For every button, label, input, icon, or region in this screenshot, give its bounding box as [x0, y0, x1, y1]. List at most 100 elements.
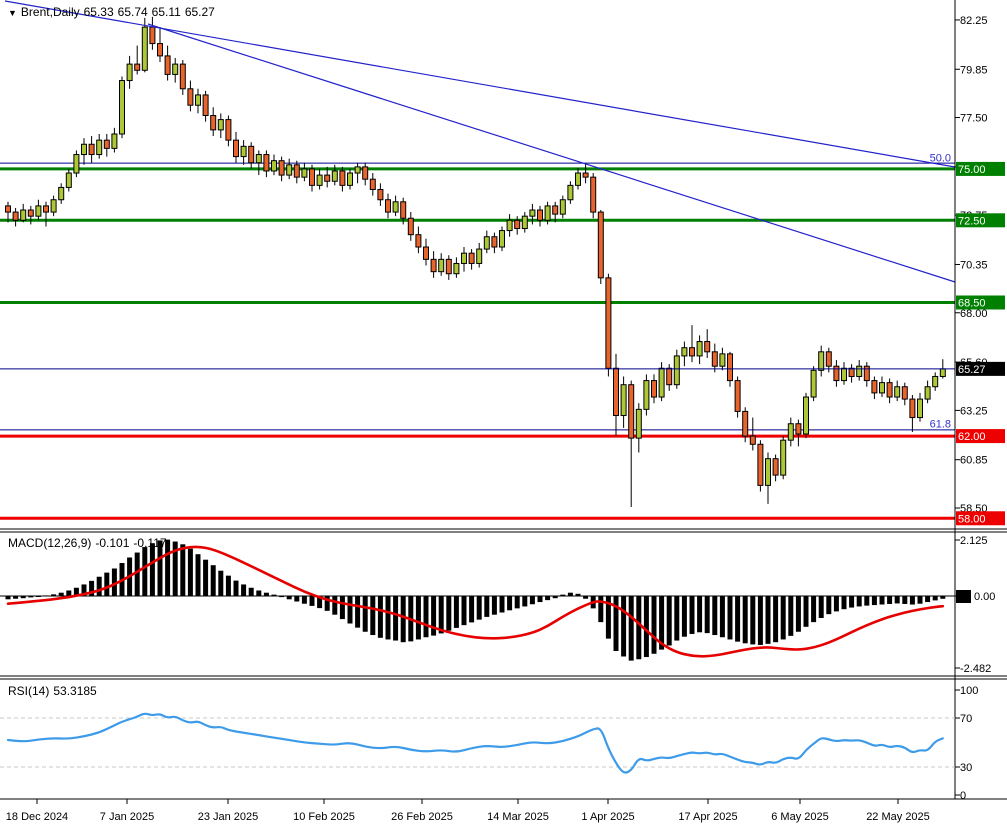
level-price-text: 58.00 [958, 513, 986, 525]
macd-bar [674, 596, 680, 641]
candle-body [559, 199, 566, 215]
candle-body [787, 423, 794, 441]
candle-body [293, 164, 300, 178]
candle-body [65, 172, 72, 188]
macd-bar [271, 594, 277, 596]
macd-bar [134, 552, 140, 596]
price-levels [0, 162, 955, 520]
macd-bar [225, 575, 231, 596]
candle-body [362, 166, 369, 180]
candle-body [537, 209, 543, 221]
trendline-2[interactable] [147, 23, 956, 283]
candle-body [932, 375, 939, 388]
macd-bar [613, 596, 619, 651]
macd-bar [476, 596, 482, 620]
dropdown-arrow-icon[interactable]: ▼ [8, 8, 17, 18]
candle-body [825, 351, 832, 367]
macd-bar [142, 547, 148, 596]
macd-bar [529, 596, 535, 605]
candle-body [772, 458, 779, 476]
macd-bar [833, 596, 839, 612]
macd-bar [750, 596, 756, 645]
candle-body [210, 114, 217, 131]
candle-body [263, 154, 270, 172]
macd-bar [393, 596, 399, 641]
macd-bar [339, 596, 345, 620]
macd-bar [324, 596, 330, 611]
price-tick-label: 60.85 [960, 455, 988, 467]
macd-bar [35, 596, 41, 597]
macd-bar [681, 596, 687, 637]
candle-body [20, 209, 27, 221]
candle-body [407, 217, 414, 236]
candle-body [597, 211, 604, 279]
rsi-value: 53.3185 [53, 684, 97, 698]
macd-bar [43, 595, 49, 597]
candle-body [278, 160, 285, 176]
macd-bar [704, 596, 710, 634]
candle-body [833, 365, 840, 382]
macd-bar [689, 596, 695, 634]
macd-bar [651, 596, 657, 654]
date-label: 26 Feb 2025 [391, 811, 453, 823]
price-tick-label: 79.85 [960, 64, 988, 76]
macd-bar [826, 596, 832, 615]
candle-body [430, 258, 437, 273]
macd-bar [263, 592, 269, 596]
candle-body [575, 172, 581, 186]
macd-bar [666, 596, 672, 646]
candle-body [271, 160, 277, 172]
candle-body [255, 154, 262, 164]
candle-body [749, 435, 756, 445]
macd-bar [788, 596, 794, 636]
macd-bar [309, 596, 315, 606]
level-price-box [956, 429, 1005, 444]
level-price-text: 72.50 [958, 215, 986, 227]
candle-body [27, 209, 34, 217]
candle-body [590, 176, 597, 213]
macd-bar [795, 596, 801, 632]
candle-body [179, 63, 186, 90]
macd-bar [856, 596, 862, 607]
candle-body [476, 248, 483, 264]
candle-body [164, 55, 171, 75]
date-label: 6 May 2025 [771, 811, 828, 823]
candle-body [818, 351, 825, 371]
macd-bar [484, 596, 490, 617]
candle-body [909, 398, 916, 419]
macd-bar [841, 596, 847, 610]
candle-body [620, 384, 627, 417]
candle-body [757, 443, 764, 486]
macd-bar [187, 548, 193, 596]
level-price-box [956, 213, 1005, 228]
trendlines [4, 0, 956, 283]
candle-body [514, 219, 521, 230]
candle-body [461, 252, 467, 264]
rsi-panel: 100 70 30 0 [0, 685, 978, 802]
macd-indicator-label: MACD(12,26,9) -0.101 -0.117 [8, 536, 171, 550]
macd-bar [203, 559, 209, 596]
candle-body [445, 258, 452, 275]
macd-name: MACD(12,26,9) [8, 536, 92, 550]
candle-body [316, 174, 323, 186]
macd-bar [256, 590, 262, 596]
candle-body [719, 353, 726, 367]
macd-bar [605, 596, 611, 639]
macd-bar [811, 596, 817, 623]
candle-body [286, 164, 293, 176]
candle-body [385, 199, 391, 213]
candle-body [734, 380, 741, 412]
candle-body [765, 458, 771, 486]
trendline-1[interactable] [4, 0, 956, 168]
macd-bar [864, 596, 870, 606]
candle-body [727, 353, 733, 382]
ohlc-high: 65.74 [117, 5, 148, 19]
macd-bar [195, 554, 201, 596]
macd-current-value-box [956, 590, 971, 603]
macd-bar [932, 596, 938, 601]
macd-bar [317, 596, 323, 609]
macd-bar [719, 596, 725, 638]
macd-bar [400, 596, 406, 643]
